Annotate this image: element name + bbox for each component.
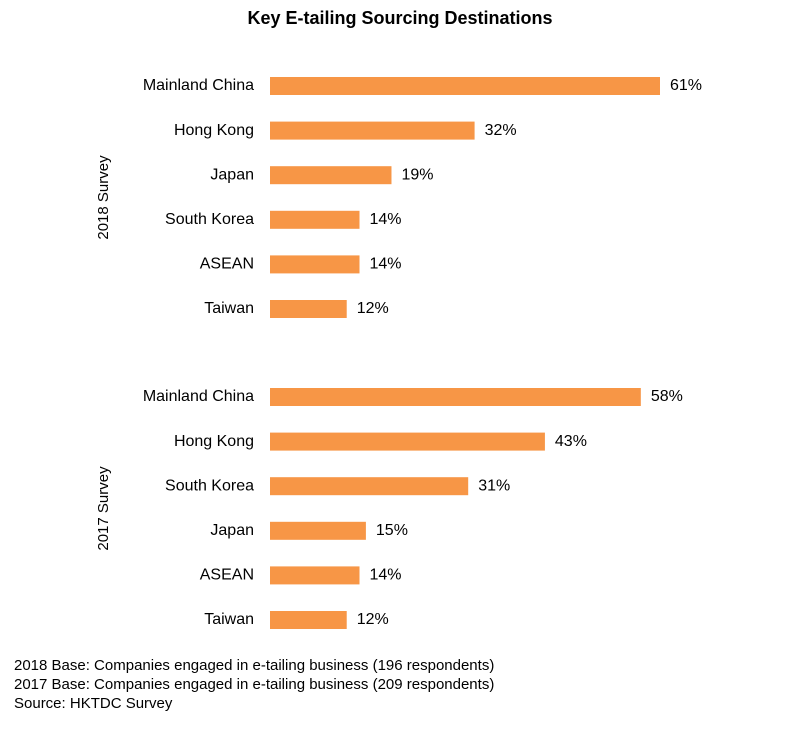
bar [270, 388, 641, 406]
footnote-2018-base: 2018 Base: Companies engaged in e-tailin… [14, 657, 495, 674]
bar [270, 300, 347, 318]
category-label: ASEAN [200, 256, 254, 273]
group-label: 2018 Survey [95, 155, 112, 240]
bar [270, 521, 366, 540]
category-label: Japan [210, 522, 254, 539]
bar [270, 477, 469, 496]
data-label: 32% [485, 122, 517, 139]
data-label: 12% [357, 611, 389, 628]
bar [270, 566, 360, 585]
group-label: 2017 Survey [95, 466, 112, 551]
category-label: South Korea [165, 211, 254, 228]
bar-chart-plot: 2018 Survey Mainland China 61% Hong Kong 32%… [95, 77, 702, 629]
bar [270, 121, 475, 140]
bar [270, 432, 545, 451]
footnotes: 2018 Base: Companies engaged in e-tailin… [14, 656, 494, 713]
data-label: 15% [376, 522, 408, 539]
footnote-source: Source: HKTDC Survey [14, 695, 173, 712]
data-label: 61% [670, 77, 702, 94]
data-label: 19% [401, 166, 433, 183]
bar [270, 166, 392, 185]
bar [270, 77, 660, 95]
category-label: ASEAN [200, 567, 254, 584]
bar [270, 210, 360, 229]
data-label: 12% [357, 300, 389, 317]
category-label: South Korea [165, 477, 254, 494]
data-label: 14% [370, 567, 402, 584]
data-label: 43% [555, 433, 587, 450]
data-label: 14% [370, 256, 402, 273]
category-label: Taiwan [204, 611, 254, 628]
data-label: 14% [370, 211, 402, 228]
bar [270, 611, 347, 629]
data-label: 58% [651, 388, 683, 405]
category-label: Mainland China [143, 388, 254, 405]
category-label: Mainland China [143, 77, 254, 94]
footnote-2017-base: 2017 Base: Companies engaged in e-tailin… [14, 676, 495, 693]
data-label: 31% [478, 477, 510, 494]
category-label: Hong Kong [174, 122, 254, 139]
category-label: Hong Kong [174, 433, 254, 450]
category-label: Japan [210, 166, 254, 183]
category-label: Taiwan [204, 300, 254, 317]
bar [270, 255, 360, 274]
chart-title: Key E-tailing Sourcing Destinations [247, 8, 553, 28]
